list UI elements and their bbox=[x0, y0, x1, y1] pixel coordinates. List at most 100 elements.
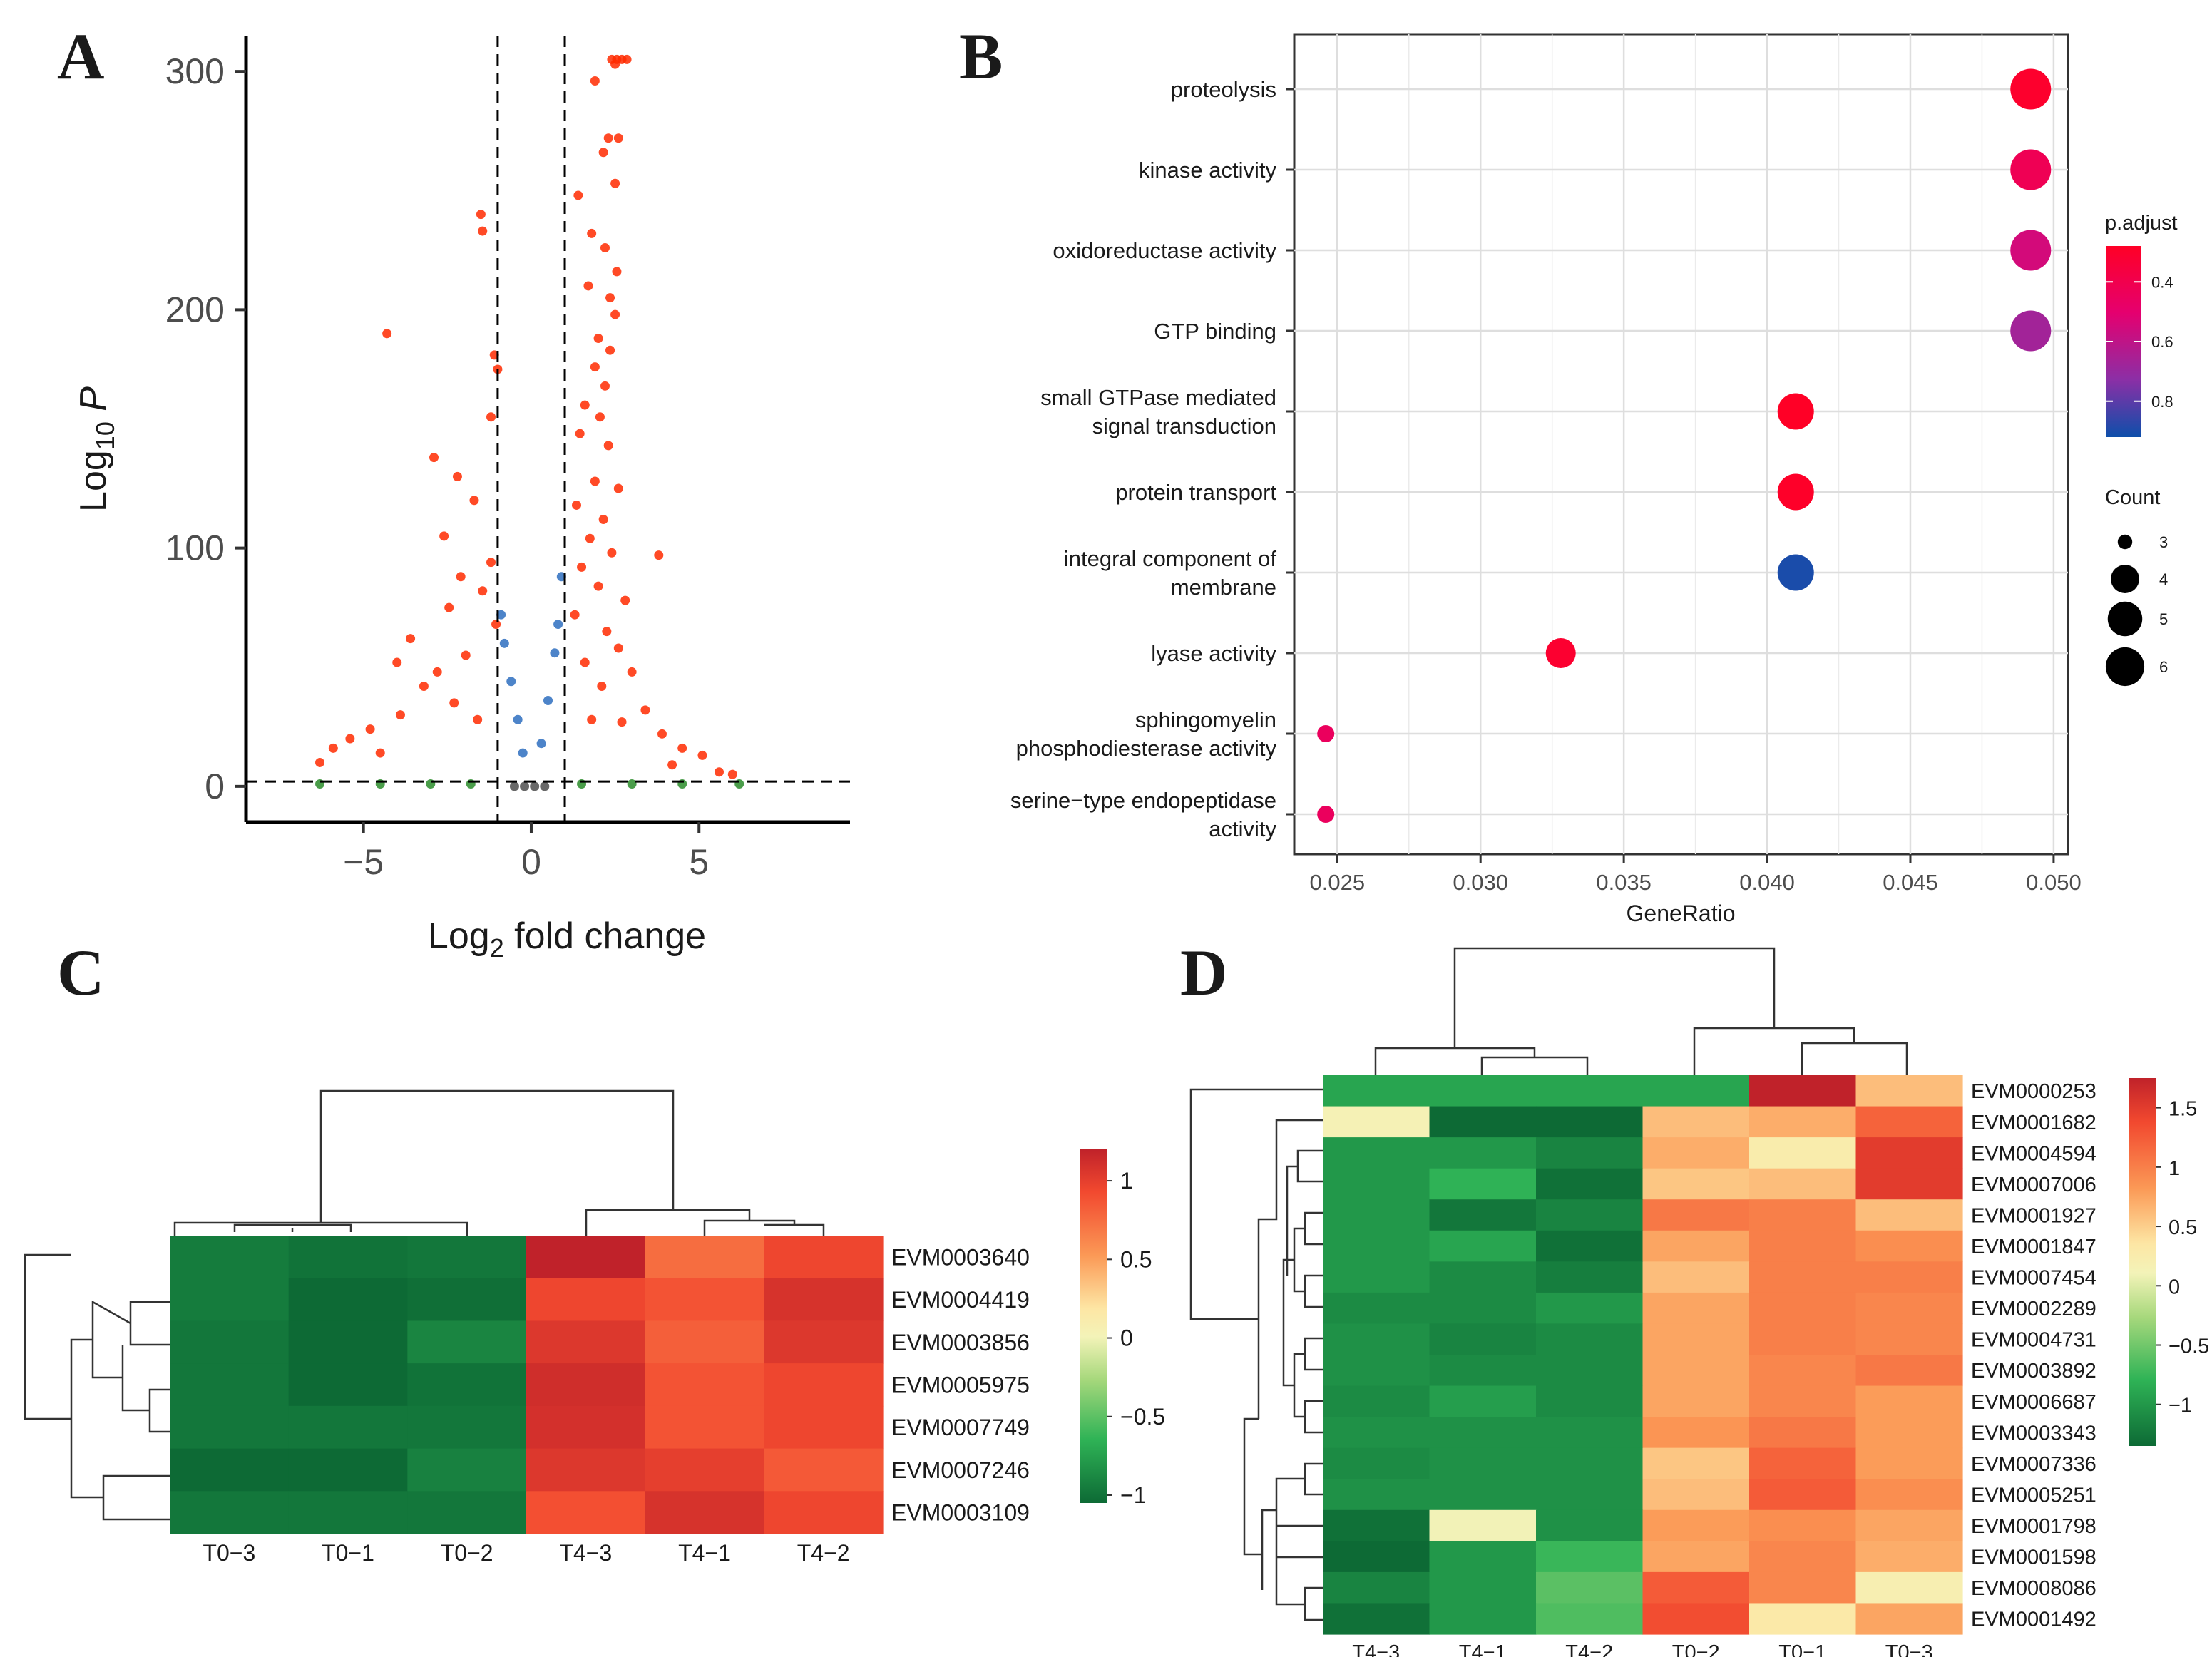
heatmap-legend-tick-label: 0 bbox=[1120, 1325, 1133, 1351]
heatmap-cell bbox=[1536, 1509, 1644, 1541]
heatmap-cell bbox=[1642, 1417, 1750, 1449]
volcano-point bbox=[598, 515, 608, 525]
heatmap-cell bbox=[526, 1405, 646, 1450]
heatmap-cell bbox=[1323, 1168, 1430, 1200]
heatmap-cell bbox=[1536, 1385, 1644, 1417]
heatmap-cell bbox=[764, 1320, 884, 1364]
volcano-x-axis-title: Log2 fold change bbox=[428, 915, 706, 963]
heatmap-d: EVM0000253 EVM0001682 EVM0004594 EVM0007006… bbox=[1189, 947, 2209, 1657]
panel-label-d: D bbox=[1180, 936, 1227, 1009]
heatmap-row-label: EVM0001598 bbox=[1971, 1546, 2096, 1569]
heatmap-c-dendrograms bbox=[24, 1089, 825, 1521]
volcano-point bbox=[585, 533, 595, 543]
heatmap-cell bbox=[526, 1320, 646, 1364]
volcano-point bbox=[530, 781, 540, 791]
volcano-point bbox=[520, 781, 530, 791]
dotplot-term-label: activity bbox=[1209, 816, 1276, 841]
volcano-point bbox=[476, 210, 486, 220]
heatmap-cell bbox=[1536, 1168, 1644, 1200]
heatmap-column-label: T4−3 bbox=[559, 1540, 612, 1566]
heatmap-row-label: EVM0001927 bbox=[1971, 1204, 2096, 1227]
heatmap-cell bbox=[526, 1363, 646, 1407]
heatmap-cell bbox=[170, 1278, 290, 1322]
heatmap-cell bbox=[1429, 1479, 1537, 1511]
volcano-point bbox=[627, 779, 637, 789]
heatmap-cell bbox=[526, 1448, 646, 1492]
heatmap-cell bbox=[1323, 1417, 1430, 1449]
heatmap-d-row-dendrogram bbox=[1189, 1088, 1323, 1621]
heatmap-row-label: EVM0005251 bbox=[1971, 1484, 2096, 1507]
heatmap-cell bbox=[1429, 1230, 1537, 1262]
heatmap-row-label: EVM0007006 bbox=[1971, 1174, 2096, 1196]
volcano-point bbox=[605, 293, 615, 303]
dotplot-x-tick-label: 0.035 bbox=[1596, 870, 1652, 895]
heatmap-legend-tick-label: −0.5 bbox=[1120, 1404, 1165, 1430]
volcano-point bbox=[654, 550, 664, 560]
heatmap-cell bbox=[1536, 1479, 1644, 1511]
volcano-point bbox=[622, 54, 632, 64]
heatmap-row-label: EVM0007749 bbox=[891, 1415, 1030, 1440]
volcano-point bbox=[444, 602, 454, 612]
volcano-point bbox=[593, 333, 603, 343]
heatmap-cell bbox=[1536, 1292, 1644, 1325]
volcano-y-axis-title: Log10 P bbox=[73, 386, 120, 512]
heatmap-cell bbox=[1429, 1106, 1537, 1138]
volcano-point bbox=[598, 148, 608, 158]
volcano-point bbox=[473, 714, 483, 724]
volcano-point bbox=[392, 657, 402, 667]
dotplot-term-label: protein transport bbox=[1115, 480, 1276, 505]
heatmap-cell bbox=[1855, 1075, 1963, 1107]
heatmap-c-color-bar bbox=[1080, 1149, 1107, 1503]
heatmap-row-label: EVM0003856 bbox=[891, 1330, 1030, 1355]
heatmap-row-label: EVM0005975 bbox=[891, 1373, 1030, 1398]
dotplot-x-tick-label: 0.025 bbox=[1309, 870, 1365, 895]
count-legend-label: 5 bbox=[2159, 610, 2168, 628]
count-legend-label: 4 bbox=[2159, 570, 2168, 588]
heatmap-legend-tick-label: −1 bbox=[1120, 1482, 1146, 1508]
volcano-point bbox=[613, 483, 623, 493]
count-legend-keys: 3 4 5 6 bbox=[2105, 533, 2168, 687]
heatmap-cell bbox=[1323, 1541, 1430, 1573]
heatmap-cell bbox=[526, 1236, 646, 1279]
heatmap-cell bbox=[288, 1236, 408, 1279]
volcano-y-tick-label: 300 bbox=[165, 51, 225, 91]
count-legend-label: 3 bbox=[2159, 533, 2168, 551]
heatmap-cell bbox=[407, 1363, 527, 1407]
heatmap-c-cells bbox=[170, 1236, 884, 1534]
heatmap-cell bbox=[526, 1278, 646, 1322]
dotplot-dot bbox=[2010, 310, 2052, 352]
dotplot-term-label: proteolysis bbox=[1171, 77, 1276, 102]
volcano-point bbox=[697, 750, 707, 760]
heatmap-cell bbox=[1536, 1323, 1644, 1355]
volcano-point bbox=[509, 781, 519, 791]
heatmap-cell bbox=[1642, 1509, 1750, 1541]
heatmap-cell bbox=[407, 1405, 527, 1450]
heatmap-d-color-bar bbox=[2129, 1078, 2156, 1446]
heatmap-cell bbox=[1429, 1323, 1537, 1355]
count-legend-key bbox=[2117, 534, 2133, 550]
heatmap-cell bbox=[288, 1320, 408, 1364]
heatmap-row-label: EVM0008086 bbox=[1971, 1577, 2096, 1600]
heatmap-row-label: EVM0001492 bbox=[1971, 1609, 2096, 1631]
volcano-point bbox=[593, 581, 603, 591]
volcano-point bbox=[513, 714, 523, 724]
volcano-point bbox=[493, 364, 503, 374]
dotplot-dot bbox=[1317, 725, 1335, 742]
volcano-point bbox=[506, 677, 516, 687]
volcano-point bbox=[587, 228, 597, 238]
heatmap-cell bbox=[288, 1405, 408, 1450]
volcano-y-tick-label: 0 bbox=[205, 766, 225, 806]
heatmap-cell bbox=[764, 1405, 884, 1450]
heatmap-cell bbox=[1536, 1230, 1644, 1262]
heatmap-row-label: EVM0000253 bbox=[1971, 1080, 2096, 1103]
volcano-point bbox=[345, 734, 355, 744]
volcano-point bbox=[602, 627, 612, 637]
dotplot-dot bbox=[2010, 149, 2052, 190]
volcano-point bbox=[610, 309, 620, 319]
heatmap-row-label: EVM0003640 bbox=[891, 1244, 1030, 1270]
volcano-point bbox=[590, 76, 600, 86]
volcano-point bbox=[499, 638, 509, 648]
volcano-point bbox=[590, 362, 600, 372]
heatmap-cell bbox=[1642, 1168, 1750, 1200]
heatmap-cell bbox=[764, 1448, 884, 1492]
